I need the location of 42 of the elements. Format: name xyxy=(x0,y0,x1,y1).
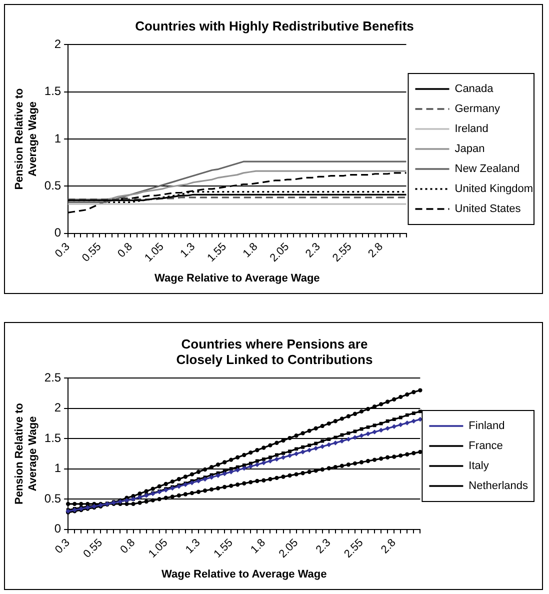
legend-label: France xyxy=(468,440,503,452)
x-tick-label: 0.8 xyxy=(118,536,138,556)
y-tick-label: 1.5 xyxy=(44,430,62,445)
x-tick-label: 2.8 xyxy=(366,240,386,260)
y-tick-label: 0 xyxy=(54,226,62,240)
y-tick-label: 1 xyxy=(54,461,62,476)
y-axis-title: Pension Relative to Average Wage xyxy=(14,88,39,190)
x-axis-title: Wage Relative to Average Wage xyxy=(162,568,327,580)
legend-label: Italy xyxy=(468,460,490,472)
y-axis-title: Pension Relative to Average Wage xyxy=(14,402,39,505)
y-tick-label: 0 xyxy=(54,522,62,536)
x-axis-title: Wage Relative to Average Wage xyxy=(154,272,320,284)
x-tick-label: 0.3 xyxy=(53,536,72,556)
chart-title: Countries with Highly Redistributive Benefits xyxy=(135,18,414,34)
chart-title: Countries where Pensions are Closely Linked to Contributions xyxy=(176,336,373,367)
x-tick-label: 1.3 xyxy=(178,240,198,260)
legend-label: Canada xyxy=(454,83,494,96)
legend-label: Ireland xyxy=(454,123,488,136)
x-tick-label: 1.8 xyxy=(248,536,268,556)
y-tick-label: 1.5 xyxy=(44,84,62,98)
y-tick-label: 2 xyxy=(54,36,62,51)
legend-label: Japan xyxy=(454,143,485,156)
y-tick-label: 2.5 xyxy=(44,370,62,385)
x-tick-label: 2.3 xyxy=(304,240,323,260)
x-tick-label: 1.3 xyxy=(183,536,203,556)
y-tick-label: 2 xyxy=(54,400,62,415)
legend-label: Germany xyxy=(454,103,500,116)
x-tick-label: 0.55 xyxy=(81,536,105,560)
legend-label: Finland xyxy=(468,420,505,432)
y-tick-label: 0.5 xyxy=(44,491,62,506)
legend-label: United Kingdom xyxy=(454,183,534,196)
x-tick-label: 0.3 xyxy=(53,240,72,260)
y-tick-label: 0.5 xyxy=(44,178,62,192)
x-tick-label: 2.8 xyxy=(379,536,398,556)
x-tick-label: 0.8 xyxy=(116,240,135,260)
y-tick-label: 1 xyxy=(54,131,62,146)
x-tick-label: 1.8 xyxy=(240,240,260,260)
legend-label: New Zealand xyxy=(454,163,520,176)
x-tick-label: 0.55 xyxy=(80,240,104,264)
x-tick-label: 2.3 xyxy=(314,536,334,556)
legend-label: United States xyxy=(454,203,522,216)
legend-label: Netherlands xyxy=(468,480,528,492)
